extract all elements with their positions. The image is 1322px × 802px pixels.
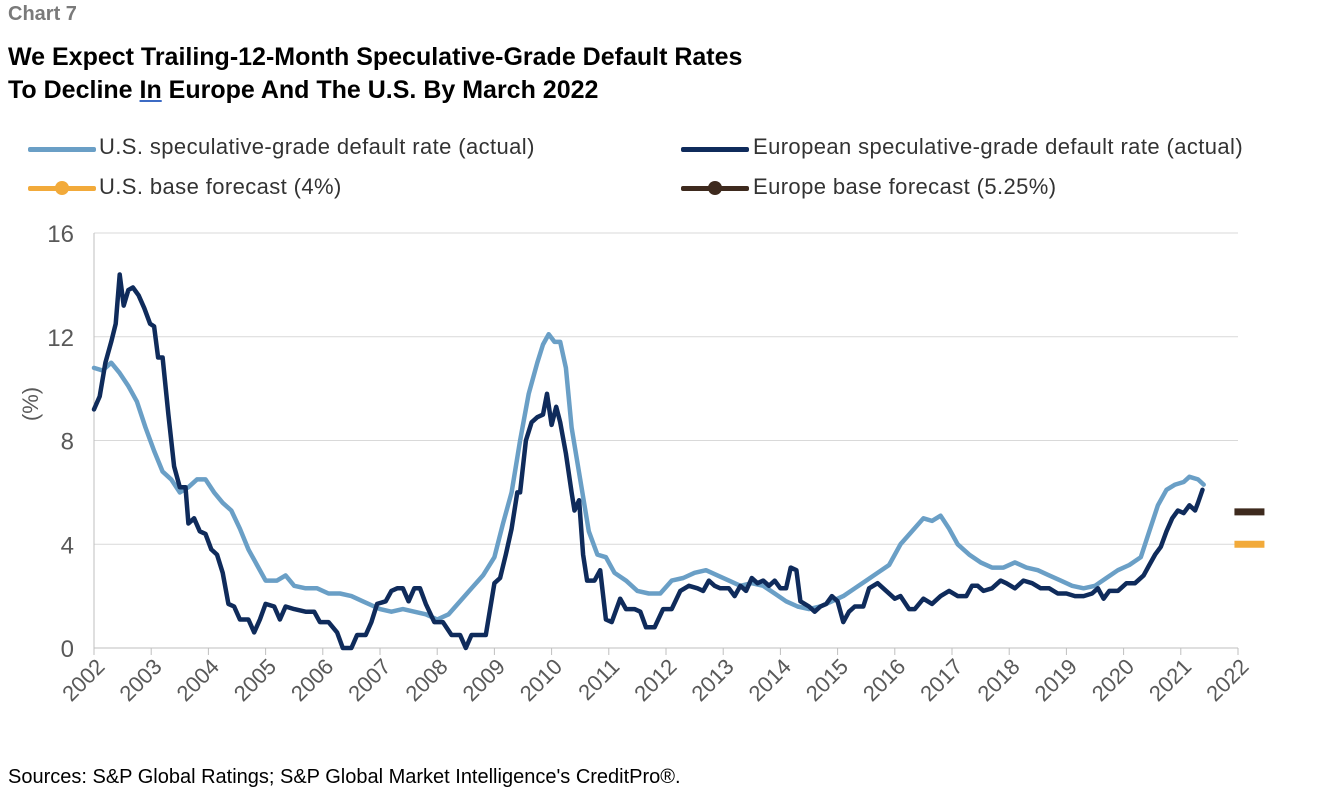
y-tick-label: 12 xyxy=(47,325,74,352)
x-tick-label: 2003 xyxy=(114,654,166,706)
x-tick-label: 2020 xyxy=(1087,654,1139,706)
x-tick-label: 2014 xyxy=(744,654,796,706)
x-tick-label: 2010 xyxy=(515,654,567,706)
series-line-us-actual xyxy=(91,331,1206,622)
x-tick-label: 2018 xyxy=(972,654,1024,706)
x-tick-label: 2008 xyxy=(400,654,452,706)
series-lines xyxy=(91,272,1206,651)
x-tick-label: 2004 xyxy=(172,654,224,706)
x-tick-label: 2009 xyxy=(458,654,510,706)
y-tick-label: 4 xyxy=(61,532,74,559)
series-line-eu-actual xyxy=(91,272,1205,651)
x-tick-label: 2013 xyxy=(686,654,738,706)
y-tick-label: 0 xyxy=(61,636,74,663)
x-tick-label: 2021 xyxy=(1144,654,1196,706)
x-tick-label: 2007 xyxy=(343,654,395,706)
x-tick-label: 2012 xyxy=(629,654,681,706)
y-tick-label: 16 xyxy=(47,221,74,248)
x-tick-label: 2016 xyxy=(858,654,910,706)
chart-title-line-1: We Expect Trailing-12-Month Speculative-… xyxy=(8,43,743,71)
x-tick-label: 2006 xyxy=(286,654,338,706)
x-tick-label: 2011 xyxy=(573,654,624,705)
y-axis-label: (%) xyxy=(18,387,43,421)
forecast-markers xyxy=(1234,508,1265,548)
chart-title-line-2: To Decline In Europe And The U.S. By Mar… xyxy=(8,76,599,104)
x-tick-label: 2022 xyxy=(1201,654,1253,706)
title-underlined-word: In xyxy=(139,76,162,104)
y-tick-label: 8 xyxy=(61,429,74,456)
x-tick-label: 2017 xyxy=(915,654,967,706)
gridlines xyxy=(94,232,1238,545)
source-note: Sources: S&P Global Ratings; S&P Global … xyxy=(8,766,681,788)
chart-title: We Expect Trailing-12-Month Speculative-… xyxy=(8,41,742,107)
x-tick-label: 2015 xyxy=(801,654,853,706)
x-tick-label: 2019 xyxy=(1030,654,1082,706)
x-tick-label: 2005 xyxy=(229,654,281,706)
chart-number: Chart 7 xyxy=(8,3,77,25)
